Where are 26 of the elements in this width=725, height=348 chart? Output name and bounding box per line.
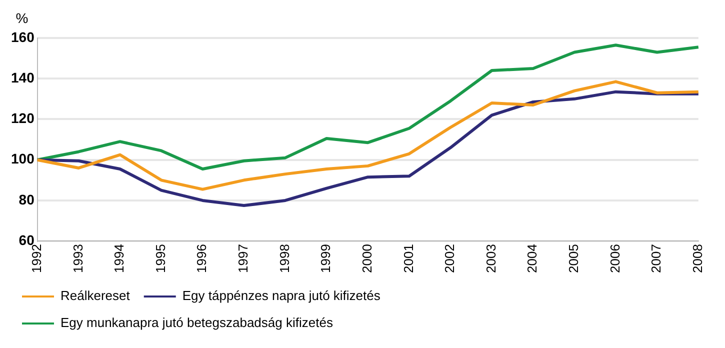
y-tick-label: 80 (18, 191, 35, 208)
y-tick-label: 140 (11, 69, 35, 86)
x-tick-label: 2002 (442, 244, 458, 273)
x-tick-label: 2006 (607, 244, 622, 273)
x-tick-label: 1992 (28, 244, 44, 273)
x-tick-label: 1998 (276, 244, 292, 273)
y-tick-label: 120 (11, 110, 35, 126)
x-tick-label: 2004 (524, 244, 540, 273)
y-tick-label: 100 (11, 150, 35, 167)
x-tick-label: 2007 (648, 244, 664, 273)
x-tick-label: 1995 (152, 244, 168, 273)
x-tick-label: 2003 (483, 244, 498, 273)
x-tick-label: 1999 (318, 244, 334, 273)
x-tick-label: 2000 (359, 244, 374, 273)
y-tick-label: 160 (11, 28, 35, 45)
x-tick-label: 2005 (566, 244, 582, 273)
legend-label: Egy táppénzes napra jutó kifizetés (182, 288, 381, 304)
legend-label: Egy munkanapra jutó betegszabadság kifizetés (60, 315, 334, 330)
x-tick-label: 2001 (400, 244, 416, 273)
x-tick-label: 1993 (70, 244, 86, 273)
legend-label: Reálkereset (60, 288, 130, 304)
x-tick-label: 1994 (112, 244, 127, 273)
x-tick-label: 1996 (194, 244, 210, 273)
y-axis-title: % (16, 10, 28, 26)
x-tick-label: 1997 (236, 244, 251, 273)
x-tick-label: 2008 (690, 244, 705, 273)
